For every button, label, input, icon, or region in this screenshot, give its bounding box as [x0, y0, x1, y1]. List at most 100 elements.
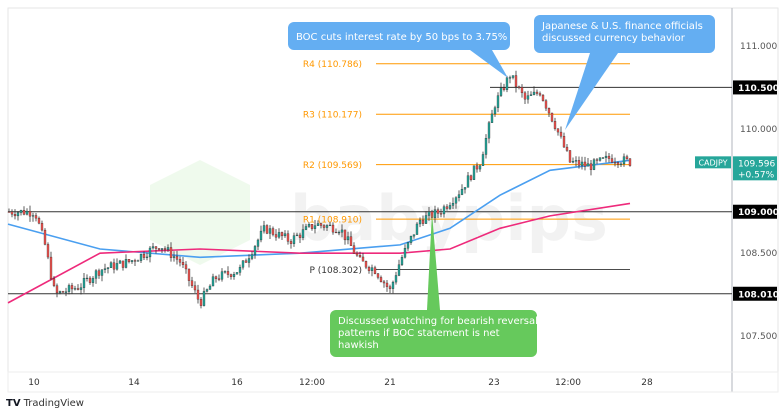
candle-body [76, 288, 80, 290]
candle-body [616, 162, 620, 165]
level-price-label: 110.500 [738, 84, 779, 94]
candle-body [409, 235, 413, 243]
candle-body [520, 87, 524, 94]
candle-body [58, 291, 62, 294]
candle-body [535, 91, 539, 94]
x-tick-label: 28 [641, 378, 653, 388]
candle-body [265, 225, 269, 234]
candle-body [490, 113, 494, 123]
candle-body [292, 235, 296, 244]
candle-body [28, 210, 32, 217]
candle-body [31, 215, 35, 217]
x-tick-label: 12:00 [555, 378, 581, 388]
candle-body [427, 211, 431, 216]
candle-body [85, 277, 89, 279]
candle-body [250, 254, 254, 259]
candle-body [586, 163, 590, 167]
pivot-label: R1 (108.910) [303, 216, 362, 226]
candle-body [13, 214, 17, 217]
candle-body [94, 270, 98, 279]
candle-body [397, 264, 401, 276]
y-tick-label: 110.000 [740, 125, 777, 135]
candle-body [571, 161, 575, 163]
time-axis [7, 371, 779, 393]
candle-body [151, 246, 155, 249]
y-tick-label: 111.000 [740, 42, 777, 52]
y-tick-label: 108.500 [740, 249, 777, 259]
candle-body [532, 91, 536, 95]
candle-body [436, 209, 440, 214]
candle-body [37, 217, 41, 224]
candle-body [247, 258, 251, 263]
candle-body [499, 87, 503, 96]
candle-body [604, 155, 608, 158]
candle-body [256, 239, 260, 247]
candle-body [16, 212, 20, 217]
candle-body [517, 86, 521, 88]
candle-body [328, 224, 332, 226]
x-tick-label: 16 [231, 378, 243, 388]
watermark-logo-icon [150, 160, 250, 265]
candle-body [223, 271, 227, 273]
candle-body [346, 236, 350, 241]
candle-body [388, 286, 392, 289]
candle-body [7, 211, 11, 213]
x-tick-label: 10 [28, 378, 40, 388]
bearish-reversal-callout [330, 310, 537, 357]
callout-text: Discussed watching for bearish reversal [338, 316, 538, 327]
candle-body [145, 256, 149, 258]
candle-body [268, 228, 272, 234]
candle-body [340, 229, 344, 233]
candle-body [577, 160, 581, 166]
candle-body [202, 291, 206, 306]
candle-body [244, 260, 248, 263]
candle-body [592, 159, 596, 170]
candle-body [34, 215, 38, 219]
candle-body [133, 260, 137, 262]
candle-body [487, 122, 491, 139]
candle-body [607, 155, 611, 159]
candle-body [418, 219, 422, 225]
candle-body [226, 271, 230, 275]
candle-body [544, 100, 548, 109]
candle-body [514, 75, 518, 87]
candle-body [52, 278, 56, 286]
candle-body [43, 229, 47, 245]
candle-body [274, 234, 278, 238]
candle-body [88, 277, 92, 283]
y-tick-label: 107.500 [740, 332, 777, 342]
x-tick-label: 21 [384, 378, 395, 388]
candle-body [337, 232, 341, 234]
slow-moving-average-line [7, 202, 631, 304]
candle-body [217, 278, 221, 280]
last-price-label: 109.596 [738, 159, 775, 169]
pivot-label: R2 (109.569) [303, 161, 362, 171]
candle-body [97, 270, 101, 276]
candle-body [148, 247, 152, 258]
level-price-tag [733, 80, 777, 95]
candles [7, 70, 632, 309]
candle-body [208, 285, 212, 290]
candle-body [352, 245, 356, 254]
candle-body [400, 257, 404, 265]
candle-body [22, 210, 26, 215]
candle-body [154, 246, 158, 249]
candle-body [64, 291, 68, 293]
callout-text: BOC cuts interest rate by 50 bps to 3.75… [296, 32, 507, 43]
candle-body [196, 289, 200, 300]
candle-body [469, 175, 473, 180]
candle-body [508, 77, 512, 79]
x-tick-label: 14 [128, 378, 140, 388]
candle-body [622, 156, 626, 165]
candle-body [115, 263, 119, 270]
candle-body [175, 256, 179, 260]
watermark: babypips [290, 182, 608, 255]
candle-body [538, 93, 542, 96]
pivot-label: R4 (110.786) [303, 60, 362, 70]
candle-body [232, 274, 236, 277]
last-price-tag [733, 156, 777, 181]
candle-body [142, 253, 146, 258]
candle-body [463, 187, 467, 190]
candle-body [526, 95, 530, 100]
